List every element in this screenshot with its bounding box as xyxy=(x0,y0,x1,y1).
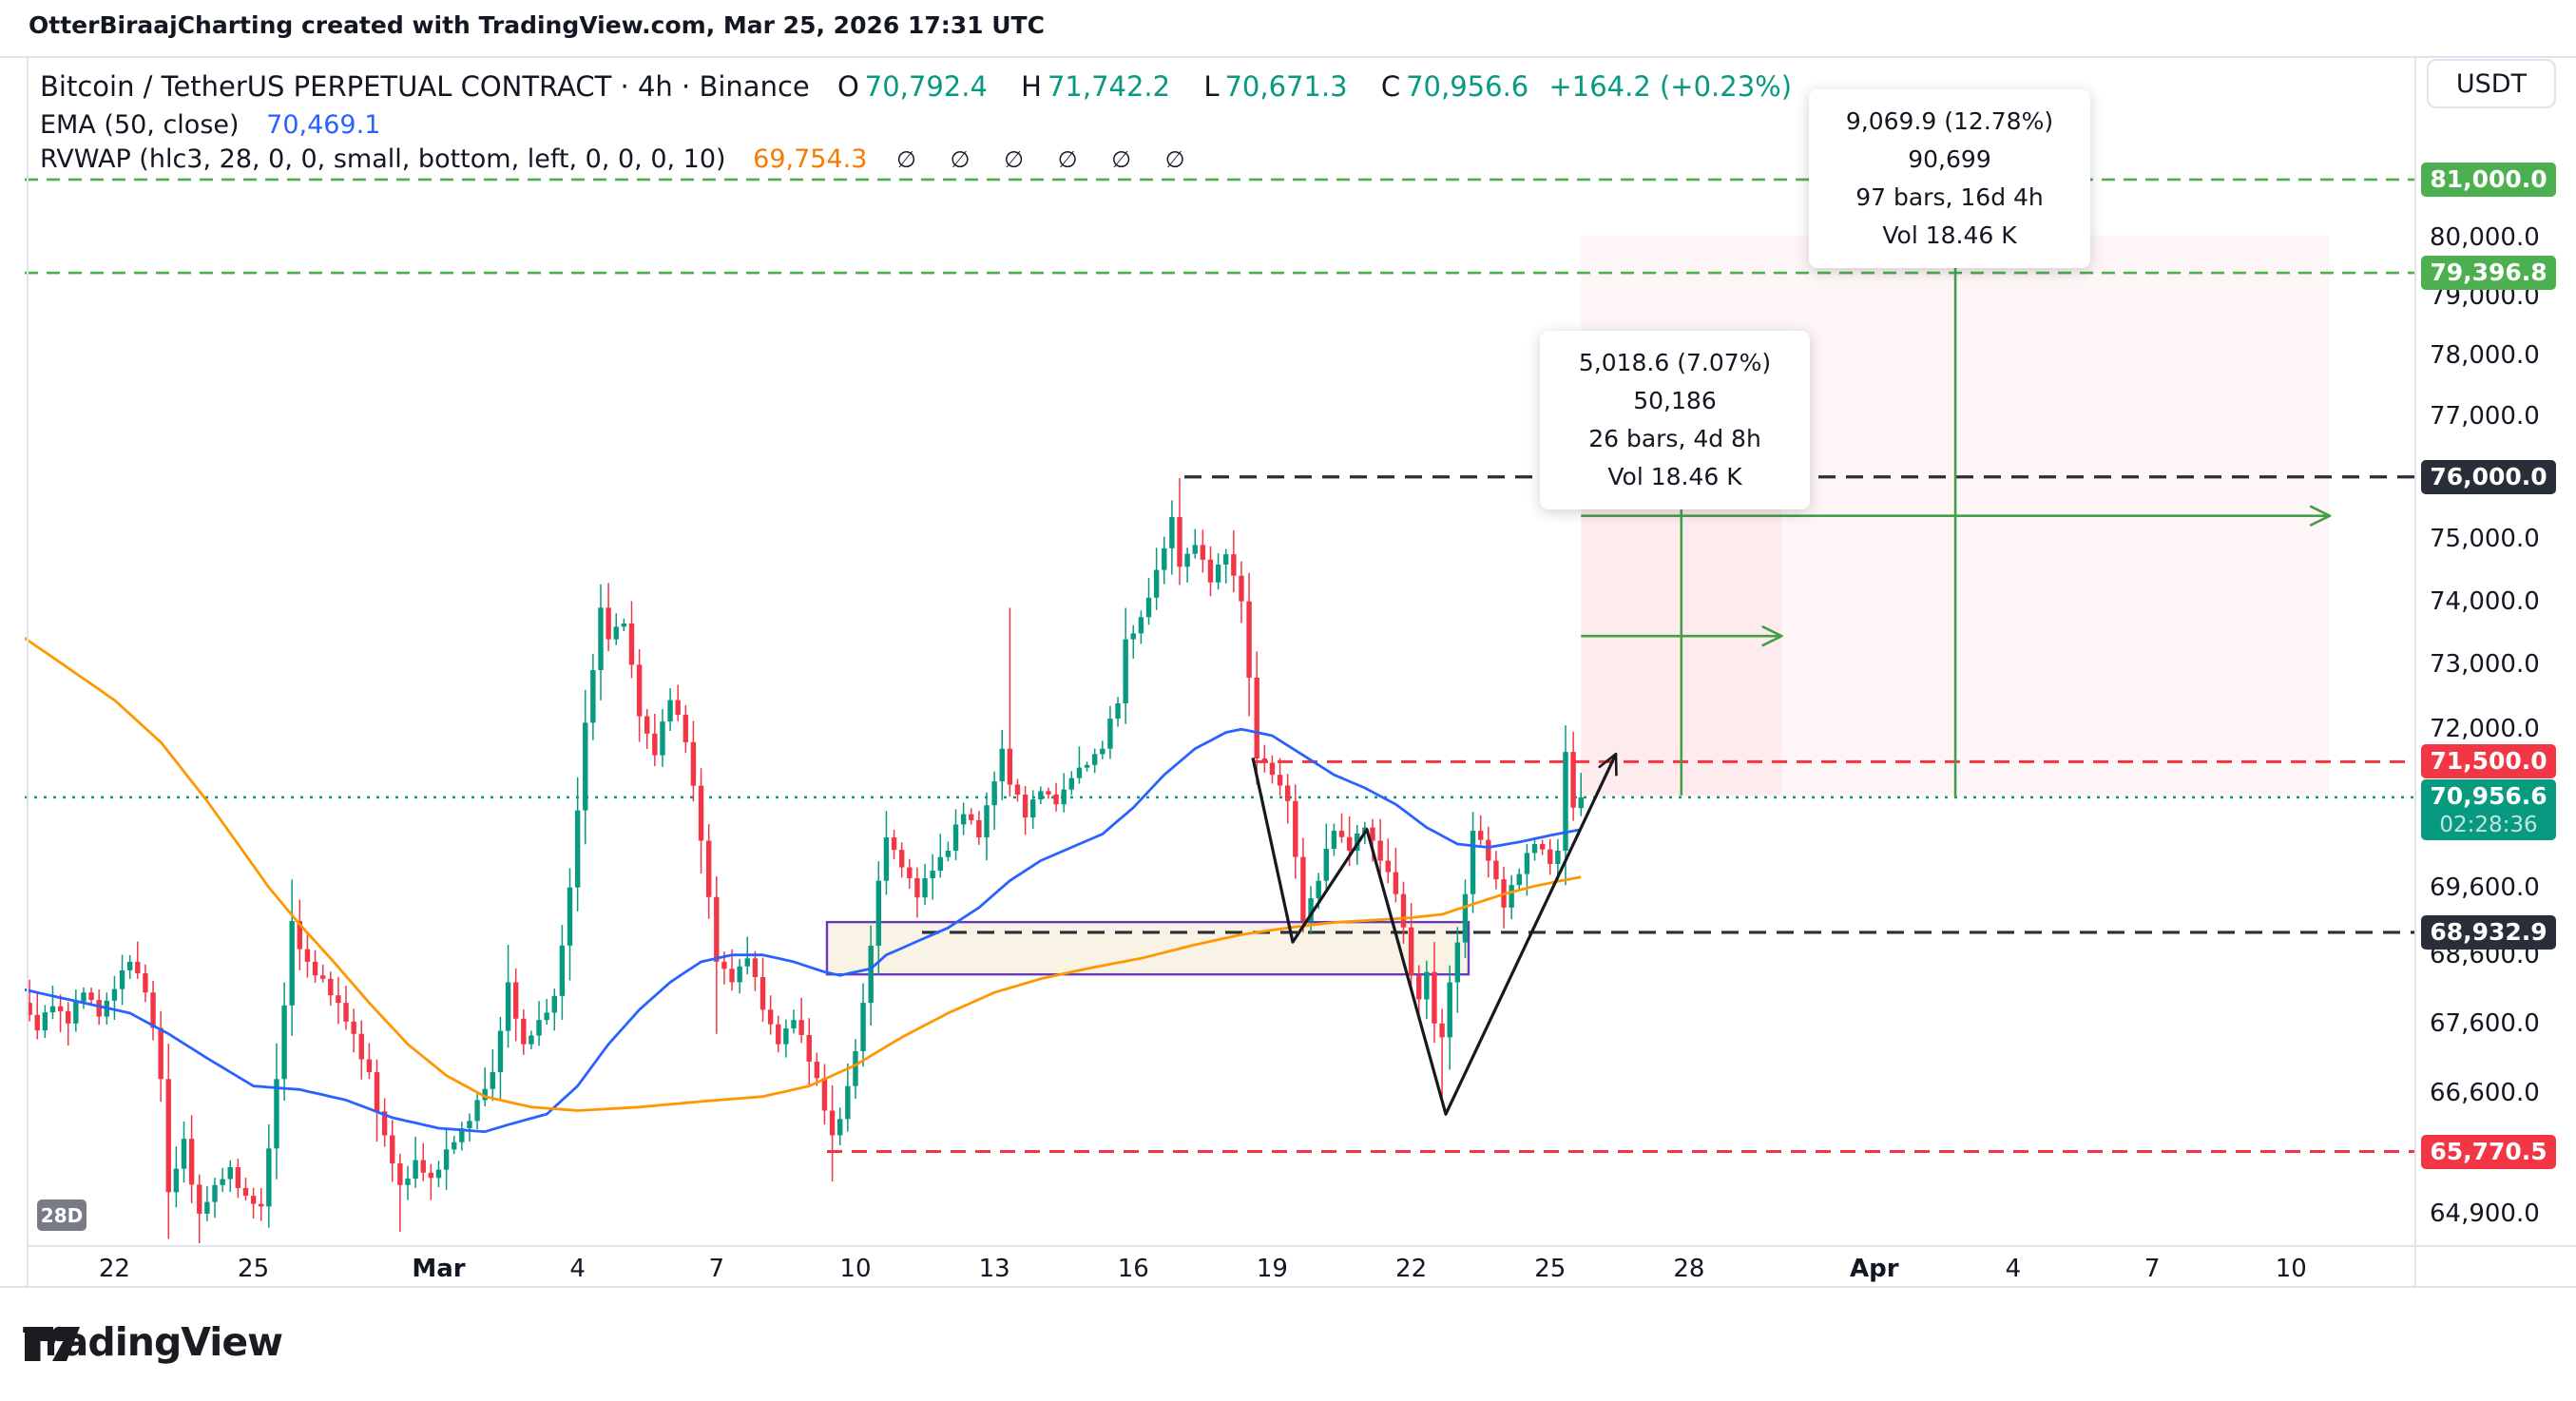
rvwap-line[interactable] xyxy=(22,636,1582,1112)
time-tick-13: 13 xyxy=(978,1255,1010,1283)
time-tick-Mar: Mar xyxy=(412,1255,466,1283)
ema-value: 70,469.1 xyxy=(266,110,381,140)
range-tooltip-large-bars: 97 bars, 16d 4h xyxy=(1855,183,2044,211)
ohlc-close-value: 70,956.6 xyxy=(1406,70,1529,103)
indicator-ema[interactable]: EMA (50, close) 70,469.1 xyxy=(40,110,386,140)
price-tick-74000: 74,000.0 xyxy=(2430,586,2540,616)
price-tick-67600: 67,600.0 xyxy=(2430,1008,2540,1038)
price-tick-73000: 73,000.0 xyxy=(2430,650,2540,680)
visible-range-badge[interactable]: 28D xyxy=(37,1199,87,1231)
time-tick-16: 16 xyxy=(1117,1255,1149,1283)
symbol-header[interactable]: Bitcoin / TetherUS PERPETUAL CONTRACT · … xyxy=(40,70,1797,103)
time-tick-19: 19 xyxy=(1256,1255,1288,1283)
time-tick-28: 28 xyxy=(1673,1255,1705,1283)
range-tooltip-small-volume: Vol 18.46 K xyxy=(1607,463,1742,490)
ohlc-close-label: C 70,956.6 xyxy=(1380,70,1529,103)
candlestick-series xyxy=(27,478,1584,1243)
attribution-text: OtterBiraajCharting created with Trading… xyxy=(29,11,1045,39)
ema-label: EMA (50, close) xyxy=(40,110,240,140)
range-tooltip-small[interactable]: 5,018.6 (7.07%) 50,186 26 bars, 4d 8h Vo… xyxy=(1540,331,1810,509)
ohlc-open-value: 70,792.4 xyxy=(864,70,988,103)
time-tick-25: 25 xyxy=(1534,1255,1567,1283)
price-badge-71500: 71,500.0 xyxy=(2421,744,2556,779)
price-tick-77000: 77,000.0 xyxy=(2430,401,2540,431)
range-tooltip-large-volume: Vol 18.46 K xyxy=(1882,221,2017,249)
time-tick-Apr: Apr xyxy=(1850,1255,1899,1283)
price-tick-64900: 64,900.0 xyxy=(2430,1199,2540,1228)
rvwap-label: RVWAP (hlc3, 28, 0, 0, small, bottom, le… xyxy=(40,144,726,174)
ohlc-high-value: 71,742.2 xyxy=(1047,70,1171,103)
change-value: +164.2 (+0.23%) xyxy=(1548,70,1793,103)
time-tick-7: 7 xyxy=(708,1255,725,1283)
price-tick-78000: 78,000.0 xyxy=(2430,341,2540,371)
symbol-title: Bitcoin / TetherUS PERPETUAL CONTRACT · … xyxy=(40,70,810,103)
price-badge-76000: 76,000.0 xyxy=(2421,459,2556,494)
ema-line[interactable] xyxy=(22,727,1582,1134)
bar-countdown: 02:28:36 xyxy=(2439,812,2538,837)
rvwap-empty-set-values: ∅ ∅ ∅ ∅ ∅ ∅ xyxy=(896,146,1199,173)
tradingview-logo: TradingView xyxy=(23,1319,283,1365)
currency-toggle-button[interactable]: USDT xyxy=(2427,59,2556,108)
zigzag-trend-arrow[interactable] xyxy=(1251,753,1618,1116)
time-tick-7: 7 xyxy=(2143,1255,2161,1283)
price-badge-79396.8: 79,396.8 xyxy=(2421,256,2556,291)
price-tick-75000: 75,000.0 xyxy=(2430,524,2540,553)
range-tooltip-small-price: 5,018.6 (7.07%) 50,186 xyxy=(1578,349,1772,414)
range-tooltip-large[interactable]: 9,069.9 (12.78%) 90,699 97 bars, 16d 4h … xyxy=(1809,89,2090,268)
price-badge-68932.9: 68,932.9 xyxy=(2421,914,2556,950)
price-tick-80000: 80,000.0 xyxy=(2430,222,2540,252)
support-zone-rectangle[interactable] xyxy=(825,920,1471,976)
tradingview-logo-icon xyxy=(25,1326,80,1361)
frame-bottom-divider xyxy=(0,1286,2576,1288)
price-badge-65770.5: 65,770.5 xyxy=(2421,1134,2556,1169)
price-badge-81000: 81,000.0 xyxy=(2421,162,2556,197)
frame-top-divider xyxy=(0,56,2576,58)
time-tick-4: 4 xyxy=(569,1255,586,1283)
ohlc-low-label: L 70,671.3 xyxy=(1203,70,1348,103)
indicator-rvwap[interactable]: RVWAP (hlc3, 28, 0, 0, small, bottom, le… xyxy=(40,144,1204,174)
time-tick-10: 10 xyxy=(2275,1255,2307,1283)
range-tooltip-large-price: 9,069.9 (12.78%) 90,699 xyxy=(1845,107,2054,173)
price-axis-divider[interactable] xyxy=(2414,57,2416,1288)
range-tooltip-small-bars: 26 bars, 4d 8h xyxy=(1588,425,1761,452)
time-tick-4: 4 xyxy=(2005,1255,2022,1283)
time-tick-25: 25 xyxy=(238,1255,270,1283)
plot-area[interactable] xyxy=(19,178,2414,1246)
price-tick-66600: 66,600.0 xyxy=(2430,1079,2540,1107)
price-axis[interactable]: 80,000.0 79,000.0 78,000.0 77,000.0 75,000.0… xyxy=(2414,57,2576,1245)
price-tick-69600: 69,600.0 xyxy=(2430,873,2540,902)
ohlc-open-label: O 70,792.4 xyxy=(836,70,988,103)
time-tick-10: 10 xyxy=(839,1255,872,1283)
time-axis-divider[interactable] xyxy=(27,1245,2576,1247)
ohlc-high-label: H 71,742.2 xyxy=(1021,70,1171,103)
price-tick-72000: 72,000.0 xyxy=(2430,715,2540,744)
ohlc-low-value: 70,671.3 xyxy=(1224,70,1348,103)
price-badge-70956.6: 70,956.6 02:28:36 xyxy=(2421,778,2556,840)
time-tick-22: 22 xyxy=(1395,1255,1428,1283)
time-tick-22: 22 xyxy=(98,1255,130,1283)
rvwap-value: 69,754.3 xyxy=(753,144,868,174)
frame-left-border xyxy=(27,57,29,1288)
